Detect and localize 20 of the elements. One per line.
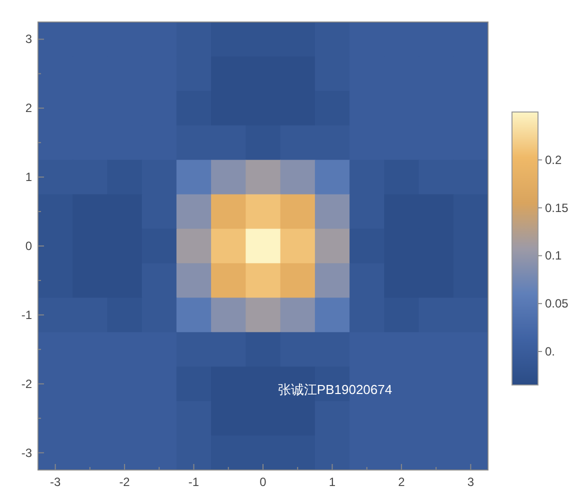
x-tick-label: 0 [260,475,267,489]
annotation: 张诚江PB19020674 [278,382,392,397]
y-tick-label: 1 [25,170,32,184]
y-tick-label: 0 [25,239,32,253]
x-tick-label: 3 [467,475,474,489]
color-bar-label: 0.2 [545,152,562,167]
x-tick-label: -1 [188,475,200,489]
x-tick-label: 2 [398,475,406,489]
y-tick-label: -1 [21,308,32,322]
color-bar-label: 0.1 [545,248,562,263]
x-tick-label: -2 [119,475,130,489]
x-tick-label: 1 [328,475,336,489]
color-bar-label: 0.15 [545,200,569,215]
color-bar-label: 0.05 [545,296,569,311]
y-tick-label: 2 [25,101,32,116]
x-tick-label: -3 [50,475,61,489]
color-bar-label: 0. [545,344,556,358]
y-tick-label: 3 [25,32,32,46]
y-tick-label: -3 [21,446,32,460]
y-tick-label: -2 [21,376,32,391]
